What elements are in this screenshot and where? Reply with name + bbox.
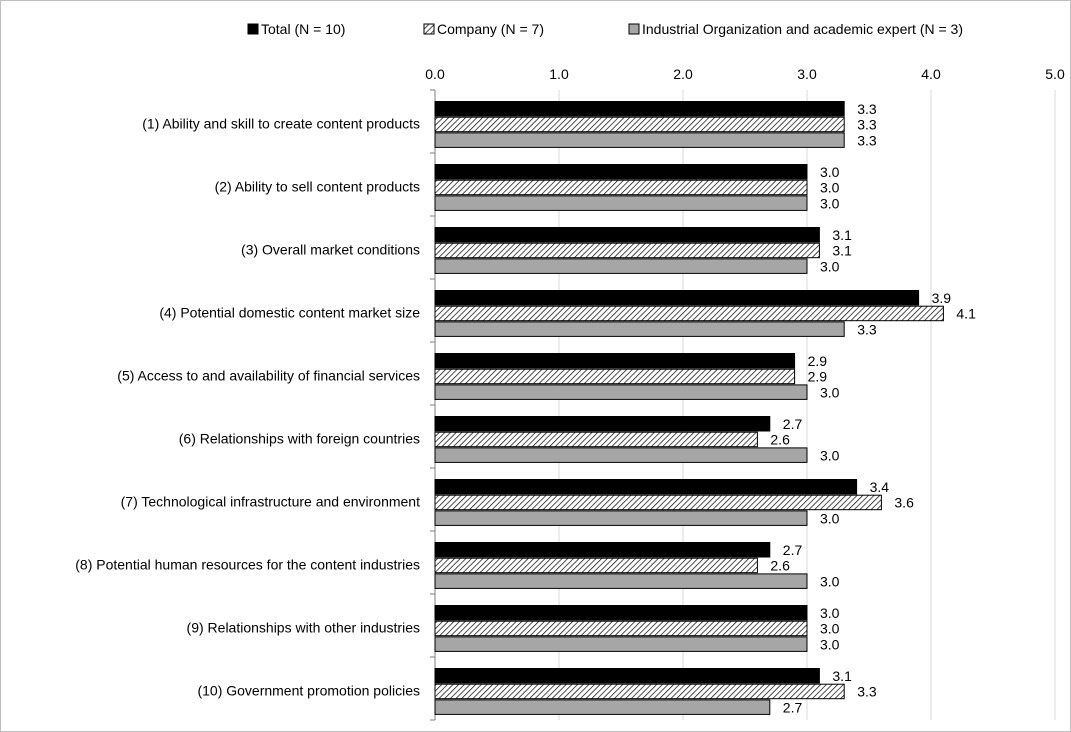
- x-tick-label: 4.0: [921, 66, 941, 82]
- data-label: 3.0: [820, 510, 840, 526]
- data-label: 3.9: [932, 290, 952, 306]
- category-label: (8) Potential human resources for the co…: [75, 556, 420, 572]
- bar-series-3: [434, 573, 808, 589]
- data-label: 3.3: [857, 684, 877, 700]
- data-label: 3.0: [820, 384, 840, 400]
- data-label: 2.9: [808, 369, 828, 385]
- legend-label-1: Total (N = 10): [261, 21, 345, 37]
- data-label: 3.3: [857, 101, 877, 117]
- category-label: (3) Overall market conditions: [241, 241, 420, 257]
- bar-series-1: [434, 164, 808, 180]
- bar-series-2: [434, 368, 796, 385]
- bar-series-3: [434, 447, 808, 463]
- legend-label-2: Company (N = 7): [437, 21, 544, 37]
- data-label: 2.7: [783, 542, 803, 558]
- data-label: 3.1: [832, 668, 852, 684]
- legend-swatch-2: [423, 23, 435, 35]
- category-label: (10) Government promotion policies: [197, 682, 420, 698]
- bar-series-3: [434, 384, 808, 400]
- category-label: (9) Relationships with other industries: [187, 619, 420, 635]
- x-tick-label: 2.0: [673, 66, 693, 82]
- data-label: 3.6: [894, 495, 914, 511]
- bar-series-1: [434, 416, 771, 432]
- bar-series-2: [434, 116, 845, 133]
- bar-series-2: [434, 494, 882, 511]
- bar-series-1: [434, 290, 920, 306]
- bar-series-1: [434, 479, 858, 495]
- data-label: 3.0: [820, 636, 840, 652]
- data-label: 3.3: [857, 117, 877, 133]
- bar-series-1: [434, 227, 820, 243]
- data-label: 3.0: [820, 573, 840, 589]
- bar-series-3: [434, 132, 845, 148]
- data-label: 3.3: [857, 321, 877, 337]
- data-label: 3.0: [820, 447, 840, 463]
- data-label: 2.9: [808, 353, 828, 369]
- legend-swatch-1: [247, 23, 259, 35]
- bar-series-3: [434, 195, 808, 211]
- x-tick-label: 5.0: [1045, 66, 1065, 82]
- data-label: 2.7: [783, 699, 803, 715]
- data-label: 4.1: [956, 306, 976, 322]
- data-label: 3.3: [857, 132, 877, 148]
- x-tick-label: 3.0: [797, 66, 817, 82]
- data-label: 3.1: [832, 243, 852, 259]
- bar-series-1: [434, 101, 845, 117]
- category-label: (5) Access to and availability of financ…: [117, 367, 420, 383]
- category-label: (4) Potential domestic content market si…: [159, 304, 420, 320]
- data-label: 2.6: [770, 558, 790, 574]
- bar-series-2: [434, 305, 944, 322]
- bar-series-1: [434, 353, 796, 369]
- category-label: (2) Ability to sell content products: [215, 178, 420, 194]
- bar-series-2: [434, 431, 758, 448]
- data-label: 3.1: [832, 227, 852, 243]
- legend: Total (N = 10) Company (N = 7) Industrial …: [247, 21, 963, 37]
- bars: [434, 101, 944, 715]
- category-labels: (1) Ability and skill to create content …: [75, 115, 420, 698]
- x-tick-label: 1.0: [549, 66, 569, 82]
- x-tick-label: 0.0: [425, 66, 445, 82]
- bar-series-1: [434, 542, 771, 558]
- data-label: 3.0: [820, 258, 840, 274]
- category-label: (6) Relationships with foreign countries: [179, 430, 420, 446]
- data-label: 3.0: [820, 164, 840, 180]
- legend-label-3: Industrial Organization and academic exp…: [642, 21, 963, 37]
- legend-swatch-3: [628, 23, 640, 35]
- bar-series-2: [434, 620, 808, 637]
- data-label: 2.7: [783, 416, 803, 432]
- bar-series-3: [434, 510, 808, 526]
- bar-series-3: [434, 636, 808, 652]
- data-label: 3.4: [870, 479, 890, 495]
- data-label: 2.6: [770, 432, 790, 448]
- bar-series-1: [434, 605, 808, 621]
- bar-series-2: [434, 557, 758, 574]
- bar-series-1: [434, 668, 820, 684]
- data-label: 3.0: [820, 621, 840, 637]
- bar-series-2: [434, 683, 845, 700]
- bar-series-2: [434, 179, 808, 196]
- data-label: 3.0: [820, 180, 840, 196]
- bar-series-3: [434, 321, 845, 337]
- bar-series-3: [434, 258, 808, 274]
- data-labels: 3.33.33.33.03.03.03.13.13.03.94.13.32.92…: [770, 101, 976, 715]
- bar-series-2: [434, 242, 820, 259]
- bar-series-3: [434, 699, 771, 715]
- data-label: 3.0: [820, 195, 840, 211]
- category-label: (7) Technological infrastructure and env…: [121, 493, 420, 509]
- data-label: 3.0: [820, 605, 840, 621]
- category-label: (1) Ability and skill to create content …: [142, 115, 420, 131]
- x-axis-ticks: 0.0 1.0 2.0 3.0 4.0 5.0: [425, 66, 1065, 82]
